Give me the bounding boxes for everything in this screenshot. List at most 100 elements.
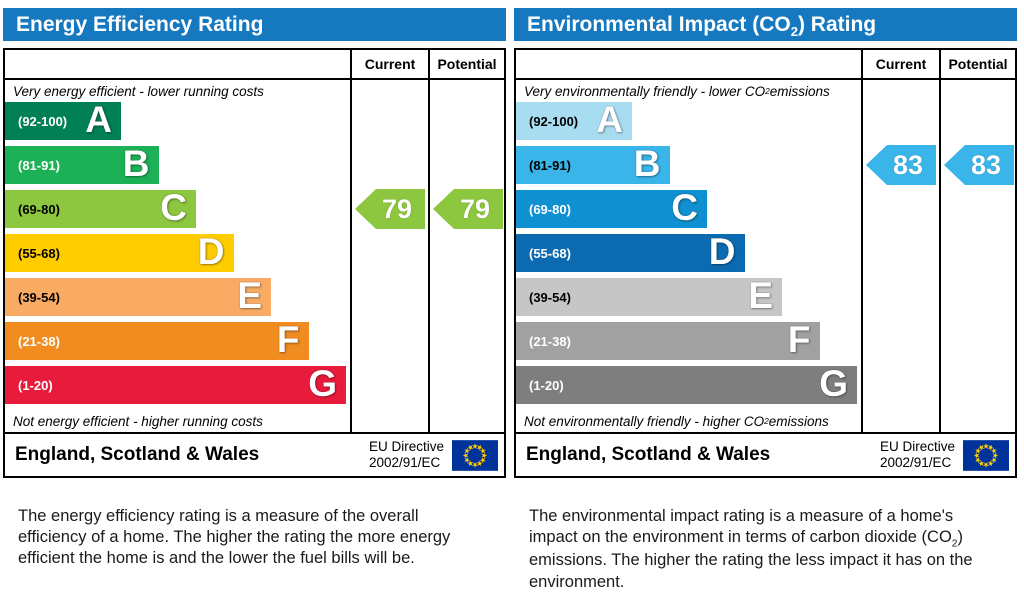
current-value-cell: 79 [350, 80, 428, 432]
band-letter: A [596, 99, 623, 141]
bands-container: (92-100) A (81-91) B (69-80) C (55-68) D (39-54)… [516, 99, 861, 405]
top-caption-text: Very environmentally friendly - lower CO [524, 83, 766, 99]
band-range-label: (21-38) [18, 333, 60, 349]
top-caption-subscript: 2 [765, 86, 770, 96]
band-letter: G [819, 363, 848, 405]
band-letter: A [85, 99, 112, 141]
top-caption-text-end: emissions [769, 83, 830, 99]
rating-band-e: (39-54) E [5, 275, 271, 317]
eu-directive-line2: 2002/91/EC [368, 455, 441, 470]
band-letter: E [237, 275, 262, 317]
environmental-impact-chart: Environmental Impact (CO2) Rating Curren… [514, 8, 1017, 478]
eu-flag-icon [452, 439, 498, 471]
chart-description: The environmental impact rating is a mea… [514, 506, 1017, 593]
rating-band-c: (69-80) C [5, 187, 196, 229]
description-text: The energy efficiency rating is a measur… [18, 506, 451, 568]
chart-title-text: Environmental Impact (CO [527, 13, 791, 36]
current-column-header: Current [350, 50, 428, 80]
band-letter: D [708, 231, 736, 273]
rating-band-f: (21-38) F [5, 319, 309, 361]
band-range-label: (1-20) [18, 377, 53, 393]
band-letter: C [671, 187, 698, 229]
bottom-caption-text: Not environmentally friendly - higher CO [524, 413, 765, 429]
rating-band-b: (81-91) B [516, 143, 670, 185]
band-range-label: (92-100) [529, 113, 579, 129]
band-range-label: (1-20) [529, 377, 564, 393]
rating-table: Current Potential Very environmentally f… [514, 48, 1017, 434]
current-value-cell: 83 [861, 80, 939, 432]
bottom-caption-text-end: emissions [768, 413, 829, 429]
rating-scale: Very environmentally friendly - lower CO… [516, 80, 861, 432]
band-range-label: (39-54) [529, 289, 571, 305]
chart-title: Environmental Impact (CO2) Rating [514, 8, 1017, 41]
region-label: England, Scotland & Wales [526, 444, 771, 465]
eu-directive-line2: 2002/91/EC [879, 455, 952, 470]
rating-band-g: (1-20) G [516, 363, 857, 405]
band-range-label: (55-68) [18, 245, 60, 261]
rating-table: Current Potential Very energy efficient … [3, 48, 506, 434]
band-letter: D [197, 231, 225, 273]
rating-scale: Very energy efficient - lower running co… [5, 80, 350, 432]
chart-title: Energy Efficiency Rating [3, 8, 506, 41]
energy-efficiency-chart: Energy Efficiency Rating Current Potenti… [3, 8, 506, 478]
rating-band-f: (21-38) F [516, 319, 820, 361]
header-spacer-cell [516, 50, 861, 80]
potential-column-header: Potential [428, 50, 504, 80]
bottom-caption: Not energy efficient - higher running co… [5, 410, 350, 432]
band-range-label: (39-54) [18, 289, 60, 305]
band-range-label: (21-38) [529, 333, 571, 349]
chart-footer: England, Scotland & Wales EU Directive 2… [3, 432, 506, 478]
band-letter: G [308, 363, 337, 405]
bottom-caption-text: Not energy efficient - higher running co… [13, 413, 263, 429]
eu-directive-label: EU Directive 2002/91/EC [880, 439, 963, 471]
band-letter: B [633, 143, 661, 185]
header-spacer-cell [5, 50, 350, 80]
descriptions-row: The energy efficiency rating is a measur… [0, 478, 1024, 609]
band-letter: F [276, 319, 300, 361]
band-range-label: (69-80) [18, 201, 60, 217]
eu-directive-line1: EU Directive [879, 439, 955, 455]
band-range-label: (69-80) [529, 201, 571, 217]
chart-title-text-end: ) Rating [797, 13, 877, 36]
description-subscript: 2 [951, 538, 958, 550]
potential-value-cell: 79 [428, 80, 504, 432]
potential-rating-arrow: 79 [433, 189, 503, 229]
top-caption-text: Very energy efficient - lower running co… [13, 83, 264, 99]
band-letter: B [122, 143, 150, 185]
bottom-caption-subscript: 2 [764, 416, 769, 426]
rating-band-a: (92-100) A [5, 99, 121, 141]
chart-title-subscript: 2 [790, 24, 798, 40]
band-range-label: (81-91) [18, 157, 60, 173]
rating-band-a: (92-100) A [516, 99, 632, 141]
eu-directive-line1: EU Directive [368, 439, 444, 455]
band-range-label: (55-68) [529, 245, 571, 261]
bottom-caption: Not environmentally friendly - higher CO… [516, 410, 861, 432]
band-letter: E [748, 275, 773, 317]
chart-footer: England, Scotland & Wales EU Directive 2… [514, 432, 1017, 478]
band-letter: C [160, 187, 187, 229]
rating-band-c: (69-80) C [516, 187, 707, 229]
potential-rating-arrow: 83 [944, 145, 1014, 185]
eu-flag-icon [963, 439, 1009, 471]
current-rating-arrow: 83 [866, 145, 936, 185]
chart-description: The energy efficiency rating is a measur… [3, 506, 506, 593]
current-rating-arrow: 79 [355, 189, 425, 229]
band-range-label: (92-100) [18, 113, 68, 129]
rating-band-b: (81-91) B [5, 143, 159, 185]
bands-container: (92-100) A (81-91) B (69-80) C (55-68) D (39-54)… [5, 99, 350, 405]
region-label: England, Scotland & Wales [15, 444, 260, 465]
rating-band-d: (55-68) D [5, 231, 234, 273]
current-column-header: Current [861, 50, 939, 80]
rating-charts-row: Energy Efficiency Rating Current Potenti… [3, 8, 1017, 478]
band-range-label: (81-91) [529, 157, 571, 173]
rating-band-g: (1-20) G [5, 363, 346, 405]
potential-value-cell: 83 [939, 80, 1015, 432]
band-letter: F [787, 319, 811, 361]
rating-band-d: (55-68) D [516, 231, 745, 273]
chart-title-text: Energy Efficiency Rating [16, 13, 264, 36]
potential-column-header: Potential [939, 50, 1015, 80]
description-text: The environmental impact rating is a mea… [529, 506, 954, 546]
eu-directive-label: EU Directive 2002/91/EC [369, 439, 452, 471]
top-caption: Very environmentally friendly - lower CO… [516, 80, 861, 102]
top-caption: Very energy efficient - lower running co… [5, 80, 350, 102]
